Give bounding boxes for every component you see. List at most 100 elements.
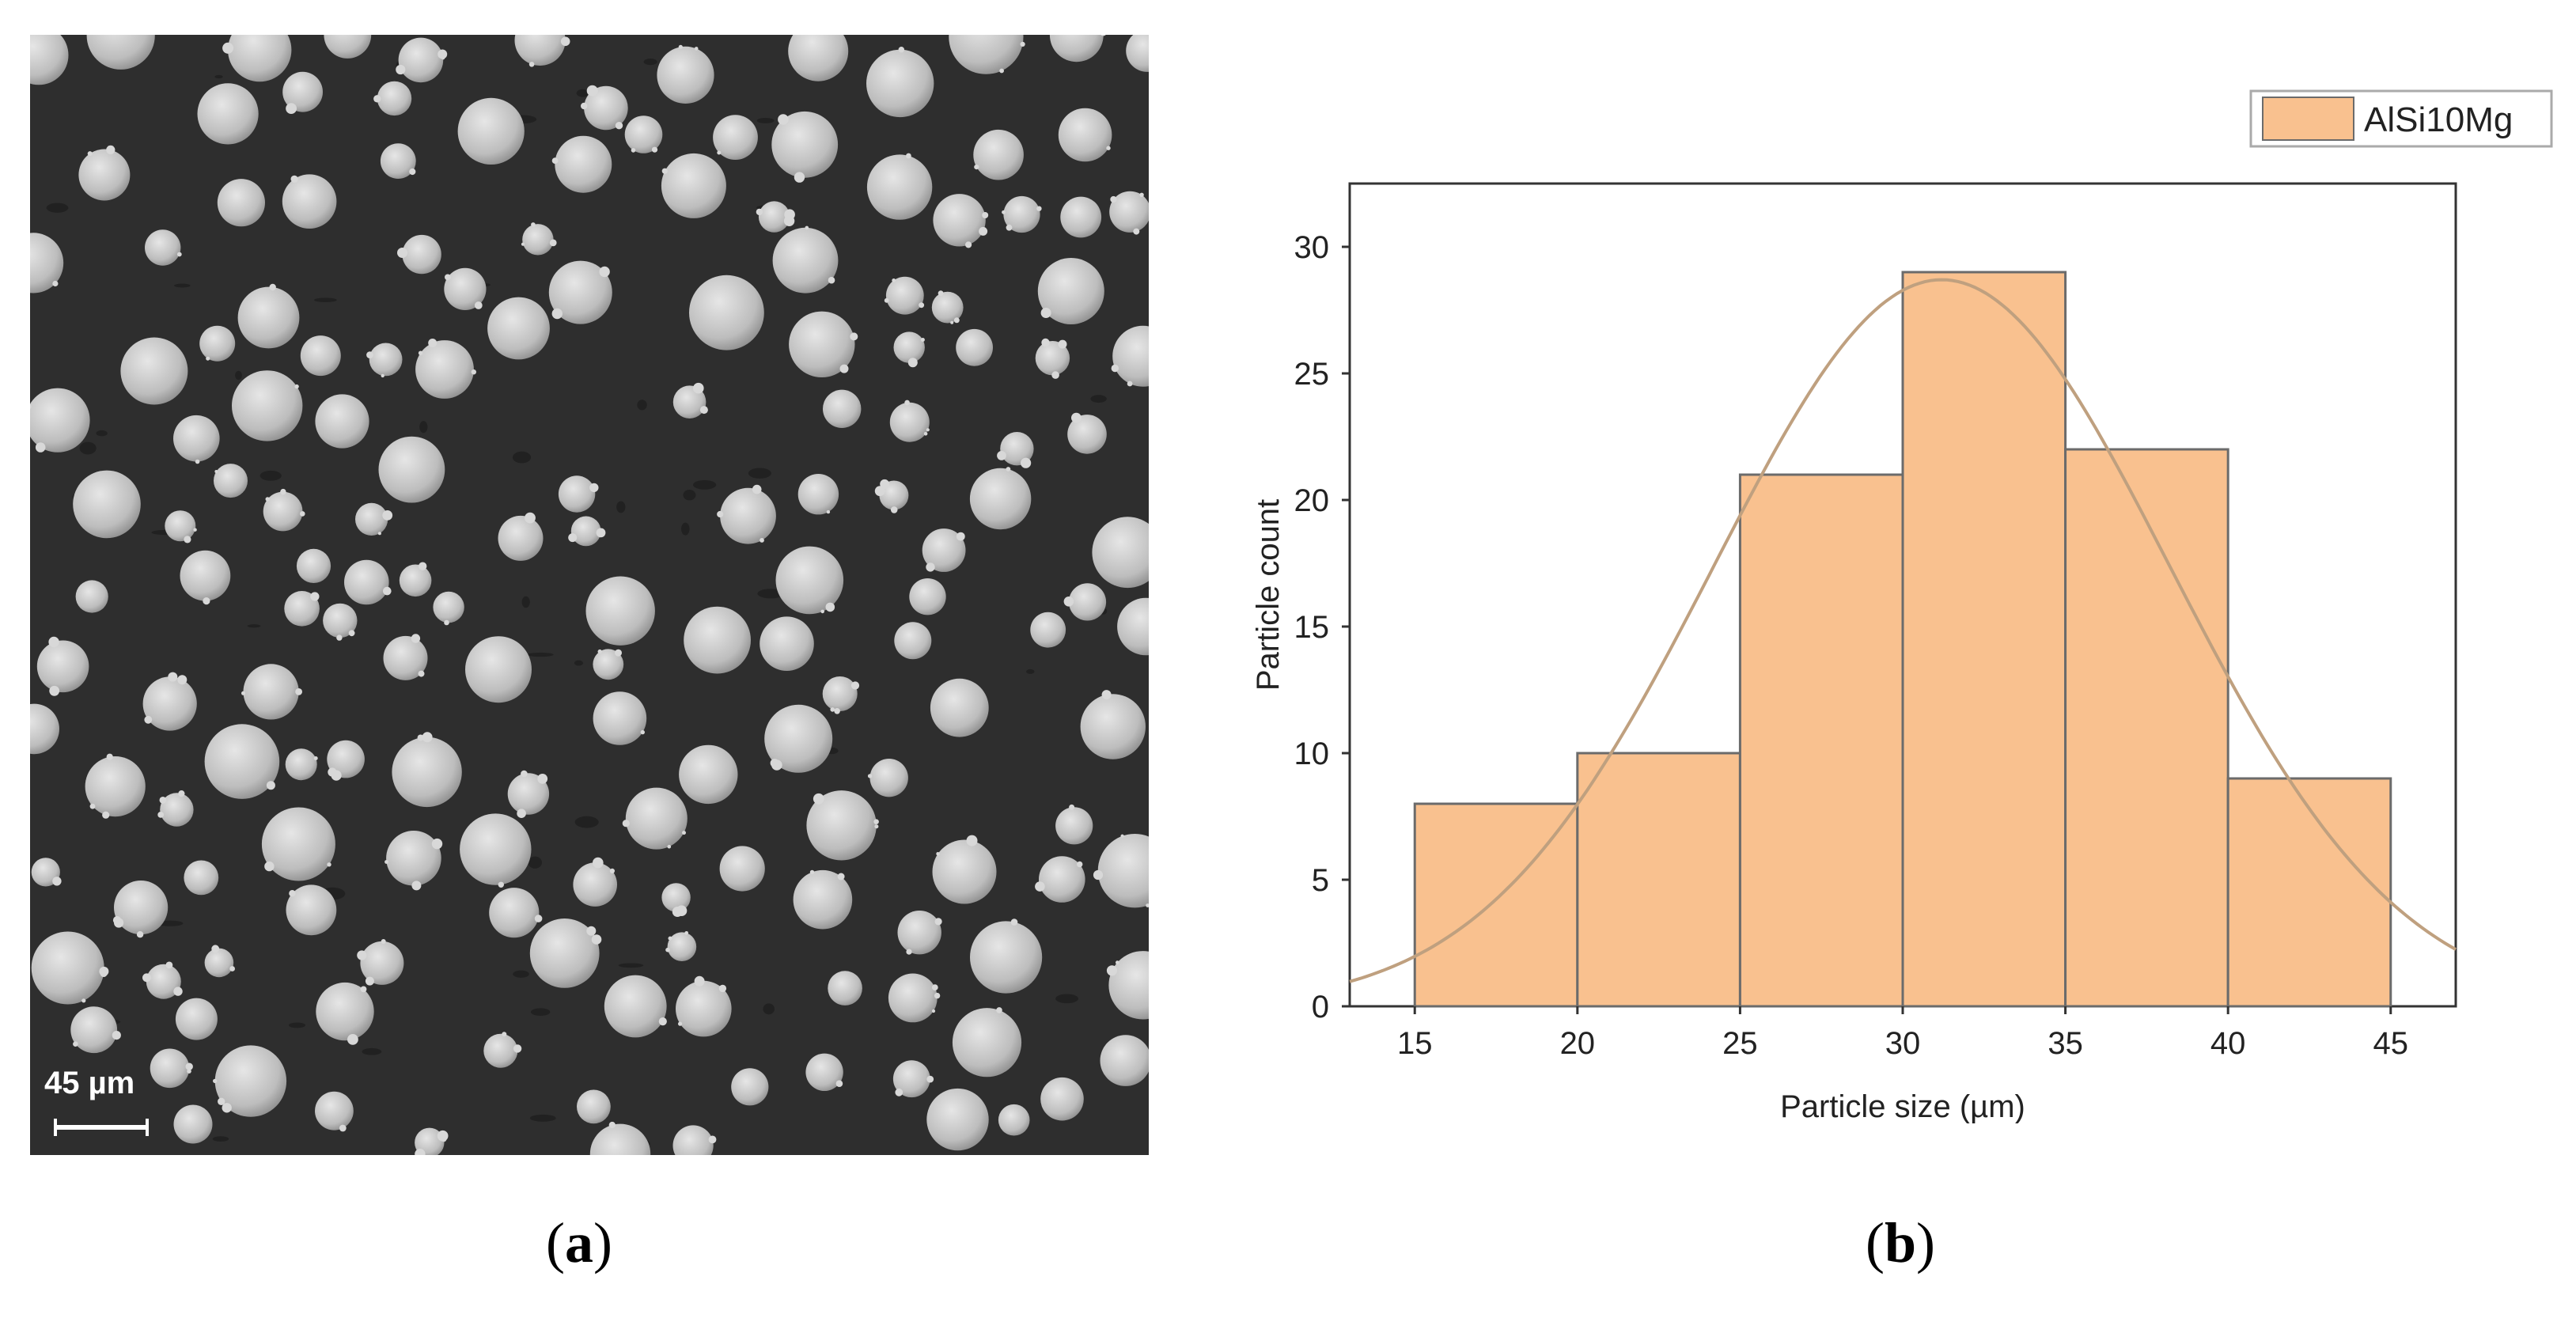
dark-speck xyxy=(692,479,717,490)
satellite-particle xyxy=(760,538,764,543)
caption-b: (b) xyxy=(1866,1211,1936,1274)
satellite-particle xyxy=(49,685,60,696)
satellite-particle xyxy=(1063,597,1074,607)
powder-particle xyxy=(973,129,1024,180)
satellite-particle xyxy=(357,950,367,960)
y-tick-label: 25 xyxy=(1294,357,1330,392)
satellite-particle xyxy=(982,212,989,218)
satellite-particle xyxy=(52,280,59,287)
satellite-particle xyxy=(157,812,165,818)
satellite-particle xyxy=(193,528,197,532)
satellite-particle xyxy=(778,114,789,125)
satellite-particle xyxy=(415,1149,426,1155)
legend-label: AlSi10Mg xyxy=(2364,100,2513,139)
satellite-particle xyxy=(1021,457,1032,468)
satellite-particle xyxy=(1036,206,1042,211)
dark-speck xyxy=(574,660,584,666)
dark-speck xyxy=(513,970,529,978)
satellite-particle xyxy=(266,781,275,790)
powder-particle xyxy=(676,980,732,1037)
powder-particle xyxy=(324,35,372,59)
satellite-particle xyxy=(874,824,879,829)
satellite-particle xyxy=(360,986,367,993)
satellite-particle xyxy=(898,47,905,53)
x-tick-label: 25 xyxy=(1722,1026,1758,1061)
powder-particle xyxy=(719,846,765,892)
powder-particle xyxy=(657,46,714,104)
powder-particle xyxy=(593,691,647,745)
powder-particle xyxy=(285,748,317,781)
satellite-particle xyxy=(52,877,62,886)
dark-speck xyxy=(1055,994,1079,1004)
satellite-particle xyxy=(658,1017,667,1026)
satellite-particle xyxy=(1002,210,1006,214)
satellite-particle xyxy=(938,290,944,297)
satellite-particle xyxy=(895,1088,903,1096)
sem-micrograph: 45 µm xyxy=(30,35,1149,1155)
satellite-particle xyxy=(222,1103,232,1113)
satellite-particle xyxy=(708,1135,717,1144)
powder-particle xyxy=(380,143,416,180)
powder-particle xyxy=(296,548,331,584)
y-axis-ticks: 0 5 10 15 20 25 30 xyxy=(1294,230,1350,1024)
powder-particle xyxy=(888,973,938,1023)
satellite-particle xyxy=(1040,308,1051,318)
powder-particle xyxy=(869,759,908,797)
satellite-particle xyxy=(551,308,563,320)
powder-particle xyxy=(36,640,89,693)
powder-particle xyxy=(667,932,697,961)
powder-particle xyxy=(949,35,1024,74)
satellite-particle xyxy=(596,528,606,538)
powder-particle xyxy=(31,931,104,1005)
satellite-particle xyxy=(615,649,622,657)
satellite-particle xyxy=(206,356,210,361)
powder-particle xyxy=(775,546,844,615)
satellite-particle xyxy=(1093,869,1104,881)
powder-particle xyxy=(585,576,655,646)
satellite-particle xyxy=(825,602,835,612)
powder-particle xyxy=(204,724,280,799)
powder-particle xyxy=(828,971,862,1006)
dark-speck xyxy=(529,1114,556,1122)
satellite-particle xyxy=(295,688,302,695)
powder-particle xyxy=(823,389,862,428)
satellite-particle xyxy=(211,945,220,953)
satellite-particle xyxy=(1069,804,1075,810)
dark-speck xyxy=(618,963,644,968)
powder-particle xyxy=(1003,195,1040,233)
satellite-particle xyxy=(48,636,59,648)
powder-particle xyxy=(548,260,612,324)
sem-image: 45 µm xyxy=(30,35,1149,1155)
dark-speck xyxy=(530,1008,551,1017)
powder-particle xyxy=(952,1008,1022,1078)
satellite-particle xyxy=(631,148,636,153)
powder-particle xyxy=(892,1060,930,1098)
satellite-particle xyxy=(328,767,337,777)
y-axis-label: Particle count xyxy=(1251,499,1286,691)
powder-particle xyxy=(573,862,617,907)
powder-particle xyxy=(661,153,726,218)
dark-speck xyxy=(96,430,108,437)
powder-particle xyxy=(146,964,181,999)
powder-particle xyxy=(793,869,853,930)
y-tick-label: 20 xyxy=(1294,483,1330,518)
bar xyxy=(1901,271,2067,1008)
satellite-particle xyxy=(931,984,938,990)
satellite-particle xyxy=(437,1130,449,1142)
powder-particle xyxy=(788,35,849,81)
satellite-particle xyxy=(185,1062,193,1070)
powder-particle xyxy=(1035,341,1070,376)
satellite-particle xyxy=(381,373,385,378)
histogram-chart: 15 20 25 30 35 40 45 0 5 10 15 20 25 30 Particle siz… xyxy=(1251,89,2553,1123)
powder-particle xyxy=(217,179,265,227)
satellite-particle xyxy=(87,151,93,157)
satellite-particle xyxy=(919,302,925,309)
powder-particle xyxy=(806,790,877,861)
powder-particle xyxy=(315,394,369,449)
satellite-particle xyxy=(339,1124,347,1132)
satellite-particle xyxy=(640,729,645,735)
satellite-particle xyxy=(409,168,416,176)
bar xyxy=(1576,752,1741,1008)
powder-particle xyxy=(70,1006,118,1054)
satellite-particle xyxy=(717,150,722,155)
